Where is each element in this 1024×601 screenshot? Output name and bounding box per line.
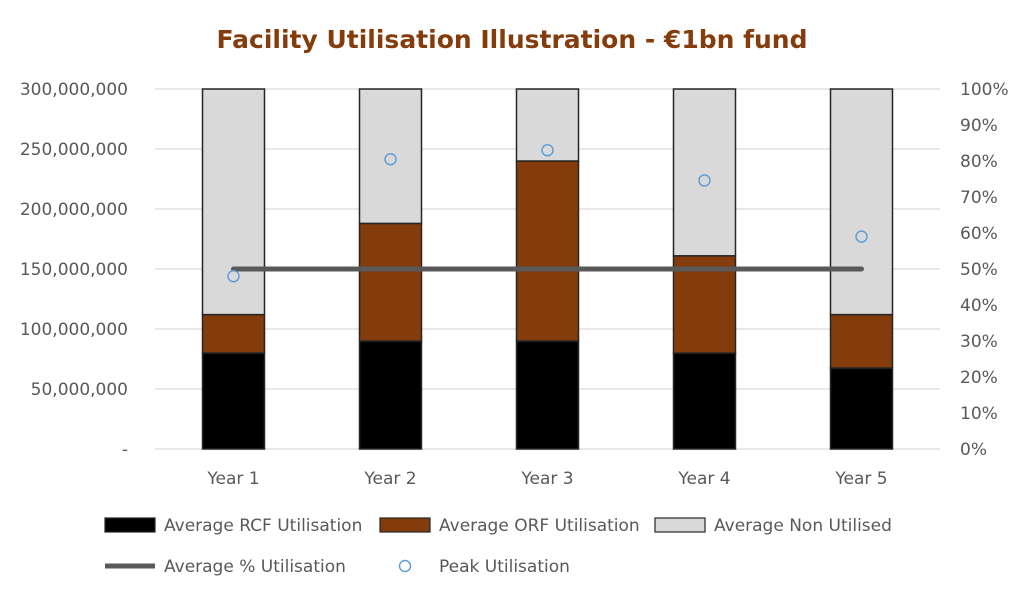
bar-average-rcf-utilisation (672, 352, 737, 450)
bar-average-rcf-utilisation (515, 340, 580, 450)
bar-average-rcf-utilisation (201, 352, 266, 450)
right-axis-tick-label: 0% (960, 440, 987, 460)
legend-swatch (654, 517, 706, 533)
legend-label: Average % Utilisation (164, 557, 346, 577)
category-label: Year 3 (520, 469, 573, 489)
right-axis-tick-label: 100% (960, 80, 1009, 100)
chart-title: Facility Utilisation Illustration - €1bn… (217, 25, 808, 54)
left-axis-tick-label: 250,000,000 (20, 140, 128, 160)
peak-utilisation-marker (227, 270, 240, 283)
right-axis-tick-label: 20% (960, 368, 998, 388)
legend-swatch (104, 517, 156, 533)
right-axis-tick-label: 70% (960, 188, 998, 208)
bar-average-non-utilised (201, 88, 266, 316)
bar-average-orf-utilisation (358, 222, 423, 342)
bar-average-non-utilised (829, 88, 894, 316)
left-axis-tick-label: 200,000,000 (20, 200, 128, 220)
legend-swatch (398, 559, 412, 573)
peak-utilisation-marker (855, 230, 868, 243)
bar-average-non-utilised (515, 88, 580, 162)
right-axis-tick-label: 90% (960, 116, 998, 136)
right-axis-tick-label: 80% (960, 152, 998, 172)
legend-label: Peak Utilisation (439, 557, 570, 577)
bar-average-orf-utilisation (672, 255, 737, 354)
bar-average-orf-utilisation (829, 313, 894, 369)
left-axis-tick-label: - (122, 440, 128, 460)
category-label: Year 5 (834, 469, 887, 489)
bar-average-rcf-utilisation (829, 367, 894, 450)
right-axis-tick-label: 60% (960, 224, 998, 244)
legend-label: Average ORF Utilisation (439, 516, 640, 536)
peak-utilisation-marker (541, 143, 554, 157)
category-label: Year 2 (363, 469, 416, 489)
left-axis-tick-label: 300,000,000 (20, 80, 128, 100)
category-label: Year 1 (206, 469, 259, 489)
bar-average-non-utilised (358, 88, 423, 225)
bar-average-orf-utilisation (201, 313, 266, 354)
bar-average-rcf-utilisation (358, 340, 423, 450)
bar-average-non-utilised (672, 88, 737, 257)
legend-label: Average Non Utilised (714, 516, 892, 536)
left-axis-tick-label: 50,000,000 (31, 380, 128, 400)
category-label: Year 4 (677, 469, 730, 489)
peak-utilisation-marker (384, 152, 397, 166)
right-axis-tick-label: 10% (960, 404, 998, 424)
left-axis-tick-label: 150,000,000 (20, 260, 128, 280)
legend-label: Average RCF Utilisation (164, 516, 362, 536)
bar-average-orf-utilisation (515, 160, 580, 342)
right-axis-tick-label: 50% (960, 260, 998, 280)
left-axis-tick-label: 100,000,000 (20, 320, 128, 340)
right-axis-tick-label: 40% (960, 296, 998, 316)
legend-swatch (379, 517, 431, 533)
right-axis-tick-label: 30% (960, 332, 998, 352)
peak-utilisation-marker (698, 174, 711, 187)
